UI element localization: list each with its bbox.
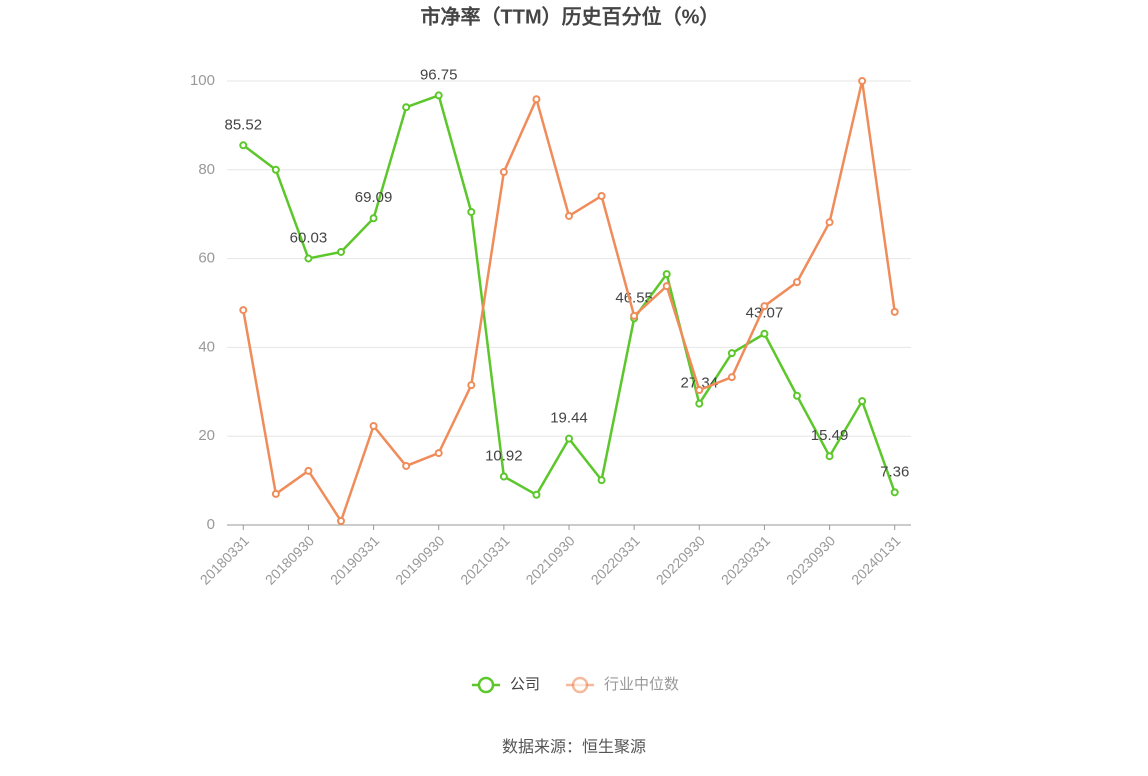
legend-marker — [477, 676, 495, 694]
point — [499, 168, 508, 177]
y-tick-label: 80 — [198, 161, 215, 178]
y-tick-label: 40 — [198, 338, 215, 355]
point — [825, 452, 834, 461]
data-label: 10.92 — [485, 447, 523, 464]
data-label: 69.09 — [355, 189, 393, 206]
point — [760, 329, 769, 338]
x-tick-label: 20210930 — [522, 532, 578, 588]
x-tick-label: 20190331 — [327, 532, 383, 588]
point — [662, 270, 671, 279]
point — [793, 278, 801, 287]
point — [532, 95, 541, 104]
point — [239, 141, 248, 150]
point — [890, 307, 899, 316]
point — [597, 476, 606, 485]
x-tick-label: 20190930 — [392, 532, 448, 588]
point — [434, 449, 443, 458]
point — [467, 207, 476, 216]
legend-label: 行业中位数 — [604, 676, 679, 693]
point — [695, 386, 704, 395]
data-label: 7.36 — [880, 463, 909, 480]
legend-marker — [571, 676, 589, 694]
data-label: 60.03 — [290, 229, 328, 246]
series-line — [242, 80, 896, 524]
x-tick-label: 20180930 — [262, 532, 318, 588]
point — [337, 517, 345, 526]
point — [793, 391, 801, 400]
y-tick-label: 100 — [190, 72, 215, 89]
x-tick-label: 20230930 — [783, 532, 839, 588]
point — [369, 421, 378, 430]
point — [597, 191, 606, 200]
x-tick-label: 20180331 — [197, 532, 253, 588]
point — [858, 77, 867, 85]
point — [565, 434, 573, 443]
y-tick-label: 20 — [198, 427, 215, 444]
data-label: 96.75 — [420, 66, 458, 83]
source: 数据来源：恒生聚源 — [502, 738, 646, 756]
point — [890, 488, 899, 497]
point — [760, 302, 769, 311]
point — [532, 490, 541, 499]
y-tick-label: 0 — [207, 516, 215, 533]
point — [239, 306, 248, 315]
data-label: 15.49 — [811, 427, 849, 444]
point — [467, 381, 476, 390]
data-label: 85.52 — [225, 116, 263, 133]
point — [271, 489, 280, 498]
data-label: 43.07 — [746, 305, 784, 322]
x-tick-label: 20220331 — [588, 532, 644, 588]
point — [434, 91, 443, 100]
point — [630, 311, 639, 320]
point — [858, 397, 867, 406]
x-tick-label: 20230331 — [718, 532, 774, 588]
point — [662, 282, 671, 291]
legend-label: 公司 — [510, 676, 540, 693]
point — [304, 254, 313, 263]
y-tick-label: 60 — [198, 250, 215, 267]
point — [337, 247, 345, 256]
x-tick-label: 20240131 — [848, 532, 904, 588]
data-label: 46.55 — [615, 289, 653, 306]
point — [825, 218, 834, 227]
point — [402, 103, 411, 112]
point — [499, 472, 508, 481]
x-tick-label: 20220930 — [653, 532, 709, 588]
point — [565, 211, 573, 220]
point — [271, 165, 280, 174]
data-label: 19.44 — [550, 410, 588, 427]
x-tick-label: 20210331 — [457, 532, 513, 588]
point — [727, 349, 736, 358]
chart-title: 市净率（TTM）历史百分位（%） — [421, 4, 720, 28]
point — [402, 461, 411, 470]
point — [369, 214, 378, 223]
point — [727, 373, 736, 382]
point — [304, 466, 313, 475]
point — [695, 399, 704, 408]
